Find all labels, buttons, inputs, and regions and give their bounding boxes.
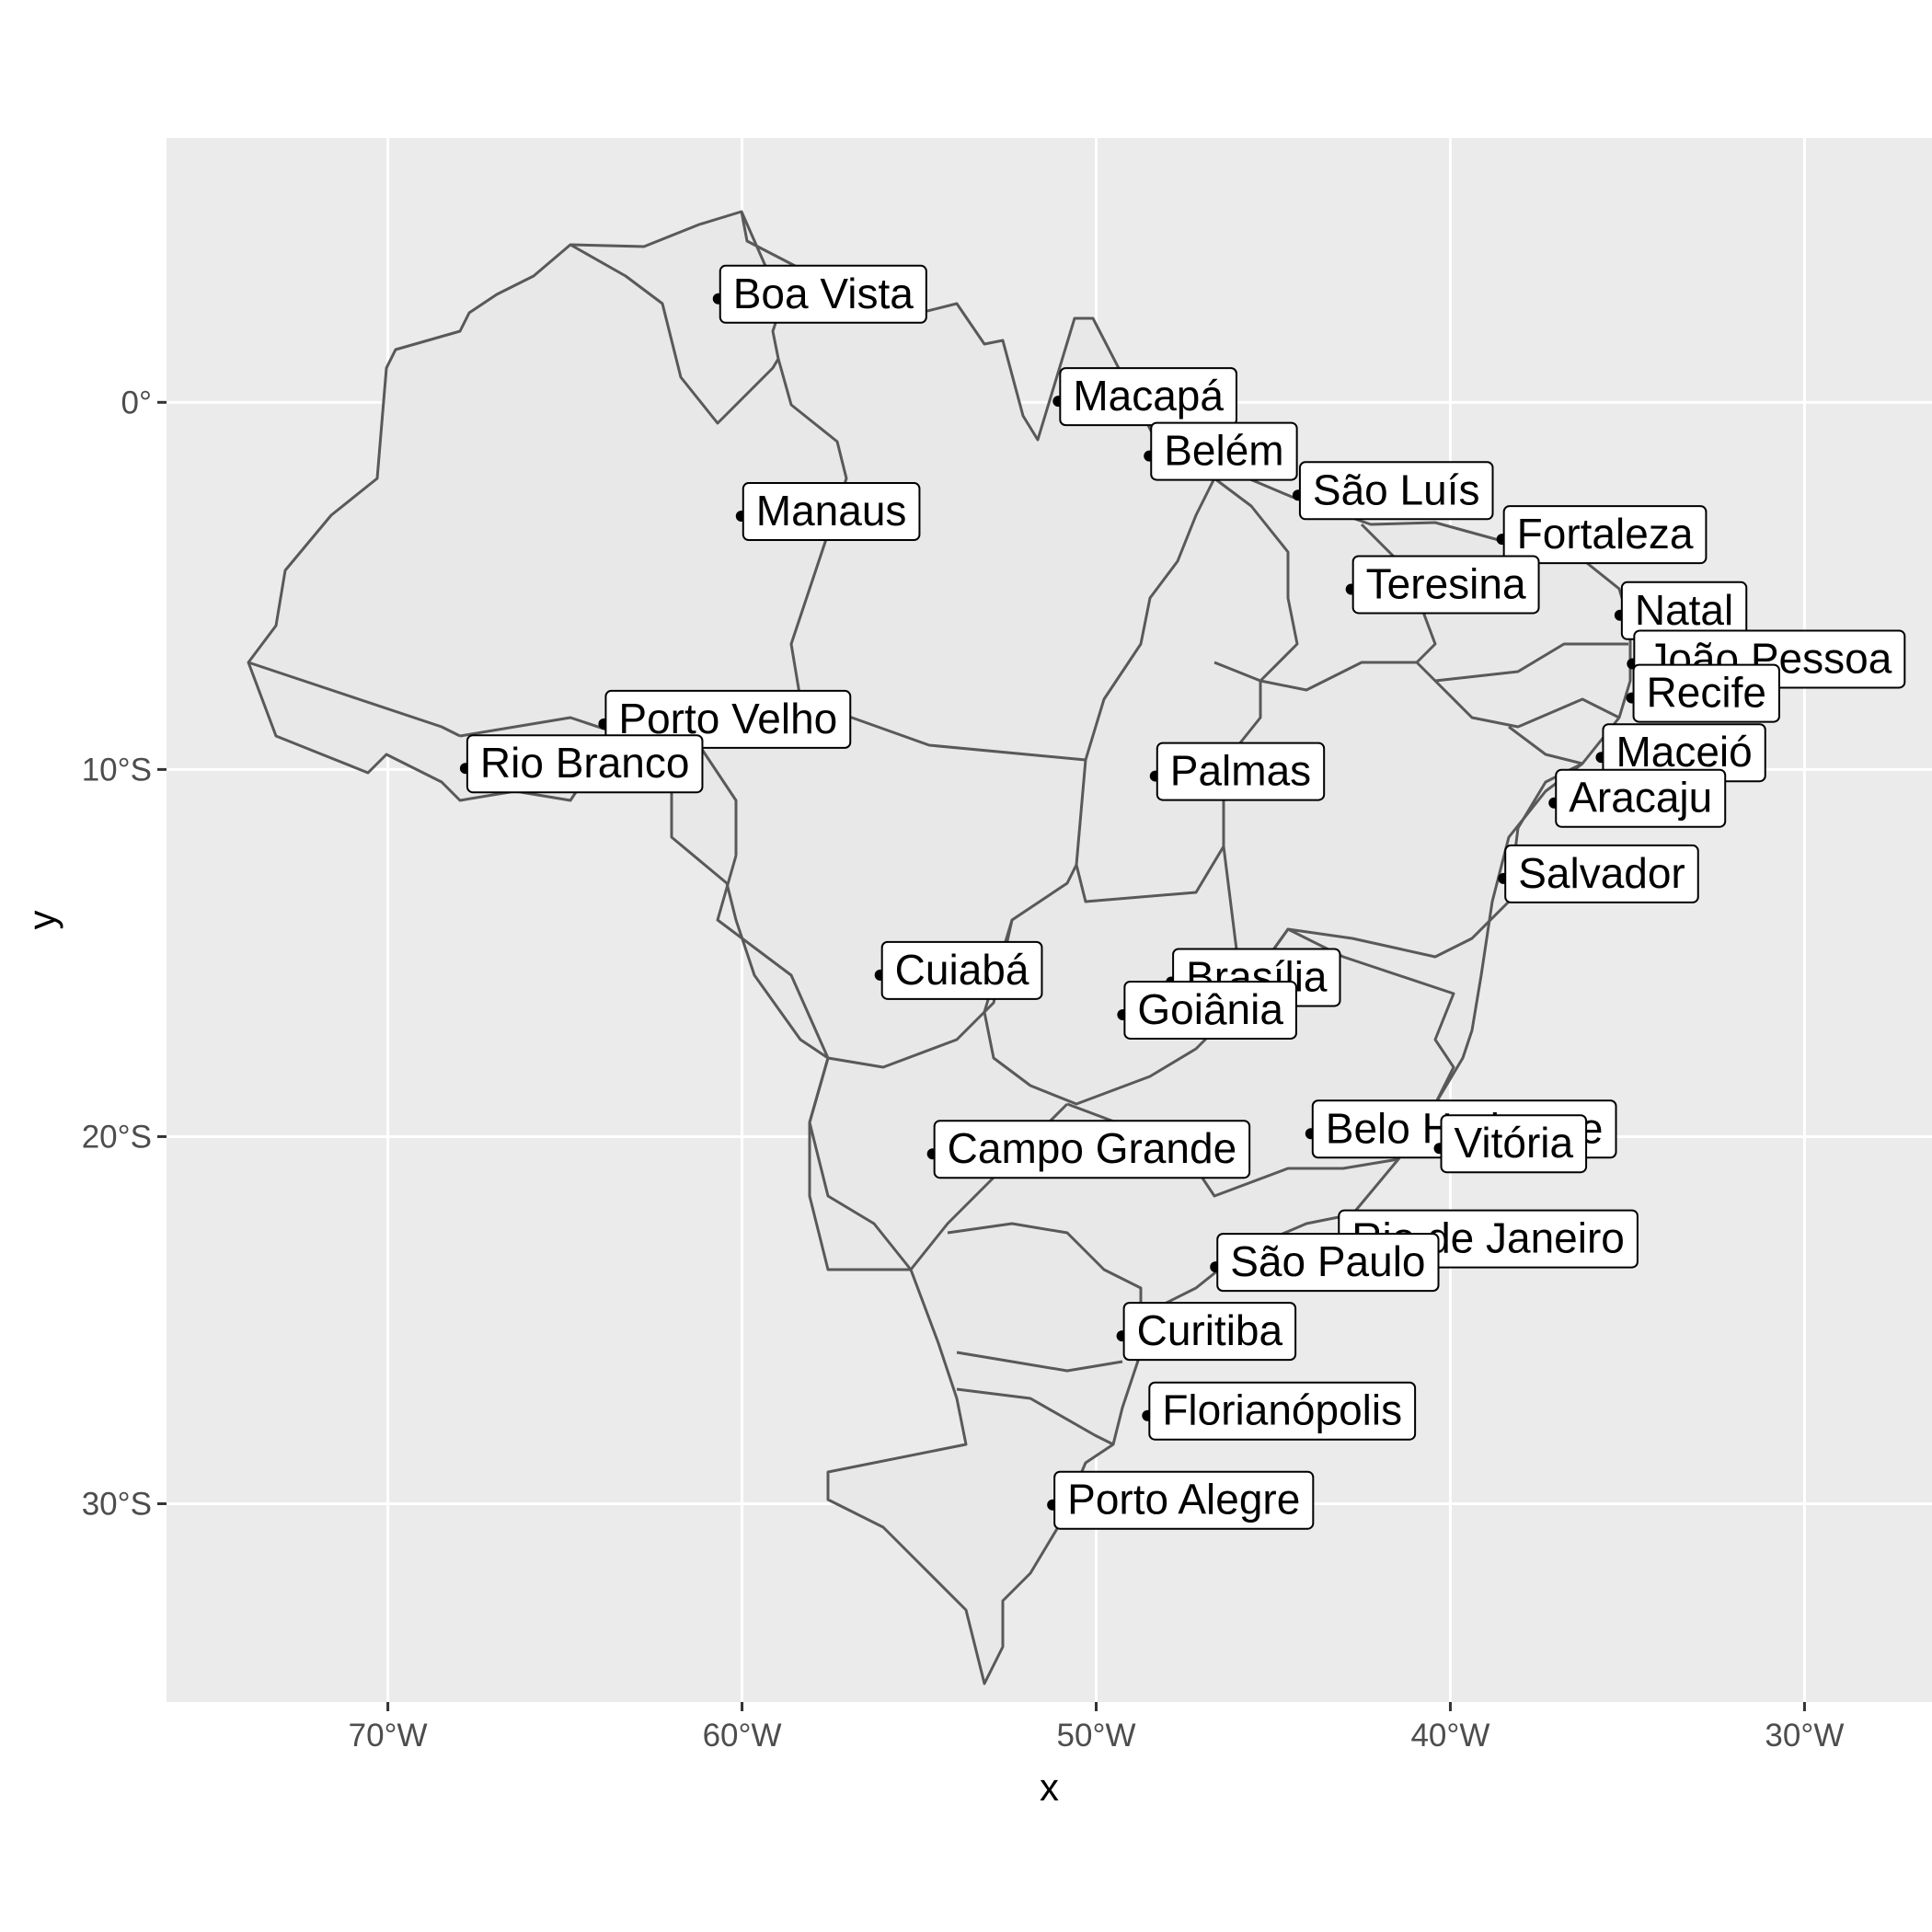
city-s-o-lu-s: São Luís <box>1292 461 1494 521</box>
city-macei-: Maceió <box>1595 723 1766 783</box>
city-label: Fortaleza <box>1517 510 1694 558</box>
city-recife: Recife <box>1626 663 1780 723</box>
border-minas-gerais <box>1240 927 1455 1105</box>
city-label: Recife <box>1647 669 1766 717</box>
border-pernambuco <box>1433 679 1620 729</box>
city-label: Manaus <box>756 487 907 535</box>
city-label: Florianópolis <box>1162 1386 1402 1434</box>
city-label: Vitória <box>1455 1119 1574 1167</box>
city-label-box <box>1504 844 1699 903</box>
city-labels: Boa Vista Macapá Belém Manaus São Luís Fortal… <box>459 264 1906 1530</box>
city-label: Aracaju <box>1569 774 1712 822</box>
city-label-box <box>1150 421 1298 481</box>
x-tick-label: 50°W <box>1057 1718 1136 1754</box>
city-vit-ria: Vitória <box>1433 1114 1588 1174</box>
city-s-o-paulo: São Paulo <box>1210 1233 1440 1293</box>
city-label: Salvador <box>1518 849 1685 897</box>
axes: 70°W 60°W 50°W 40°W 30°W 0° 10°S 20°S 30°S x y <box>20 385 1844 1809</box>
border-acre <box>247 661 461 738</box>
city-palmas: Palmas <box>1149 742 1326 801</box>
city-florian-polis: Florianópolis <box>1142 1381 1417 1441</box>
city-natal: Natal <box>1614 581 1748 640</box>
city-label-box <box>719 264 927 324</box>
x-tick-label: 40°W <box>1410 1718 1489 1754</box>
city-label-box <box>1053 1470 1315 1530</box>
city-label: Cuiabá <box>895 946 1029 994</box>
city-manaus: Manaus <box>735 482 921 542</box>
city-label: Macapá <box>1073 372 1224 420</box>
city-label: Campo Grande <box>948 1124 1237 1172</box>
city-label-box <box>1440 1114 1588 1174</box>
city-label: Belém <box>1164 427 1283 475</box>
city-label-box <box>933 1120 1251 1179</box>
border-santa-catarina <box>956 1351 1123 1373</box>
x-tick-label: 60°W <box>703 1718 782 1754</box>
city-bel-m: Belém <box>1144 421 1298 481</box>
border-mato-grosso <box>716 855 1078 1069</box>
x-tick-label: 30°W <box>1765 1718 1844 1754</box>
x-axis-title: x <box>1040 1765 1059 1809</box>
y-tick-label: 20°S <box>82 1119 152 1155</box>
city-label-box <box>1216 1233 1440 1293</box>
city-label: Goiânia <box>1137 985 1283 1033</box>
city-label-box <box>1122 1302 1297 1362</box>
city-label-box <box>466 734 704 794</box>
city-label: Maceió <box>1616 728 1752 776</box>
city-label: Boa Vista <box>733 270 914 317</box>
border-alagoas-sergipe <box>1508 725 1583 765</box>
city-aracaju: Aracaju <box>1548 768 1727 828</box>
city-boa-vista: Boa Vista <box>712 264 927 324</box>
city-label-box <box>1123 980 1297 1040</box>
y-axis-title: y <box>20 911 63 930</box>
city-porto-alegre: Porto Alegre <box>1047 1470 1315 1530</box>
city-label-box <box>880 940 1043 1000</box>
city-label-box <box>1298 461 1494 521</box>
city-label-box <box>1502 505 1708 565</box>
y-tick-label: 10°S <box>82 752 152 788</box>
state-borders <box>247 211 1628 1446</box>
x-tick-label: 70°W <box>349 1718 428 1754</box>
border-ceara-northeast <box>1415 642 1628 683</box>
city-curitiba: Curitiba <box>1116 1302 1297 1362</box>
city-label-box <box>1351 555 1540 615</box>
city-label: São Luís <box>1313 466 1480 513</box>
border-para-mato-grosso <box>1084 477 1216 761</box>
city-label-box <box>1555 768 1727 828</box>
city-label: Porto Alegre <box>1067 1476 1300 1524</box>
city-fortaleza: Fortaleza <box>1496 505 1708 565</box>
border-parana <box>947 1222 1143 1352</box>
city-label-box <box>1148 1381 1417 1441</box>
city-label-box <box>604 689 852 749</box>
city-goi-nia: Goiânia <box>1117 980 1297 1040</box>
city-label: Palmas <box>1170 747 1311 795</box>
city-campo-grande: Campo Grande <box>926 1120 1251 1179</box>
city-label-box <box>742 482 921 542</box>
border-rio-grande-sul <box>956 1387 1114 1446</box>
y-tick-label: 30°S <box>82 1487 152 1523</box>
city-rio-branco: Rio Branco <box>459 734 704 794</box>
city-label: Curitiba <box>1137 1306 1283 1354</box>
city-label: Natal <box>1635 586 1733 634</box>
city-salvador: Salvador <box>1498 844 1699 903</box>
city-teresina: Teresina <box>1345 555 1540 615</box>
city-label-box <box>1156 742 1326 801</box>
city-label: Rio Branco <box>480 739 690 787</box>
city-cuiab-: Cuiabá <box>874 940 1043 1000</box>
y-tick-label: 0° <box>121 385 152 420</box>
city-label: São Paulo <box>1230 1237 1425 1285</box>
city-macap-: Macapá <box>1052 367 1237 427</box>
border-maranhao-piaui <box>1213 477 1437 692</box>
city-label: Teresina <box>1366 559 1526 607</box>
city-label-box <box>1059 367 1237 427</box>
city-label-box <box>1632 663 1780 723</box>
